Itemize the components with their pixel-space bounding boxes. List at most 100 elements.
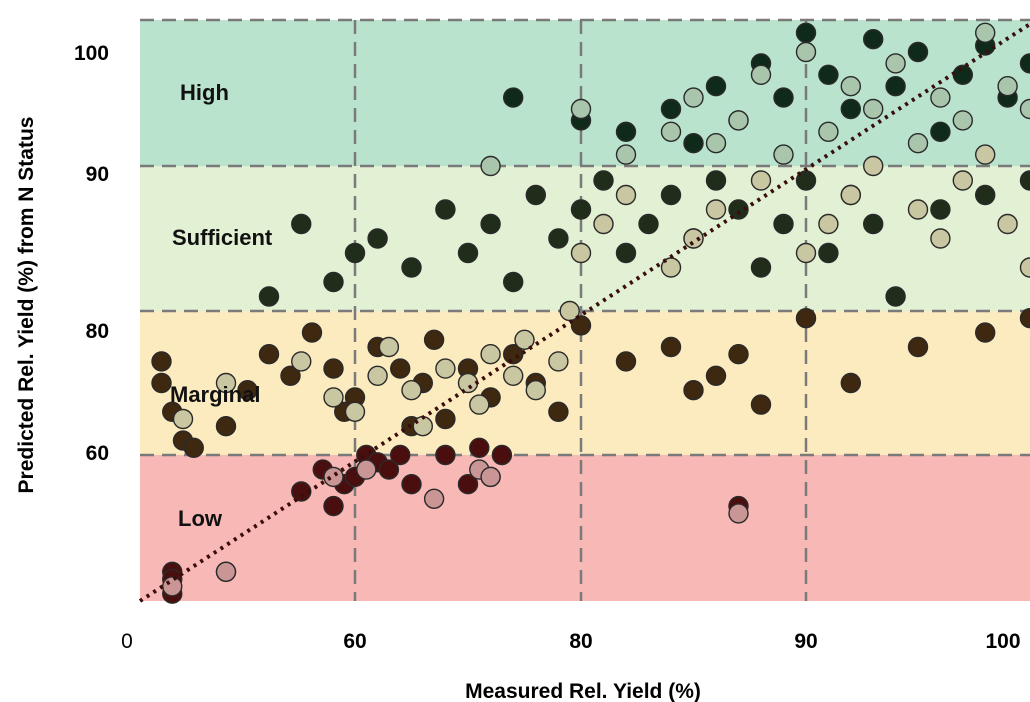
- data-point: [930, 121, 951, 143]
- data-point: [215, 372, 237, 394]
- data-point: [795, 242, 817, 264]
- data-point: [773, 87, 794, 108]
- data-point: [930, 228, 951, 249]
- data-point: [795, 22, 817, 43]
- data-point: [151, 351, 172, 372]
- data-point: [840, 184, 861, 206]
- data-point: [907, 132, 929, 154]
- data-point: [1019, 257, 1030, 278]
- data-point: [952, 170, 973, 191]
- zone-labels: High Sufficient Marginal Low: [170, 80, 273, 531]
- zone-label-marginal: Marginal: [170, 382, 260, 407]
- data-point: [818, 121, 839, 143]
- data-point: [1019, 308, 1030, 329]
- data-point: [997, 75, 1018, 97]
- data-point: [367, 228, 388, 249]
- data-point: [885, 286, 906, 307]
- data-point: [435, 199, 456, 220]
- data-point: [435, 408, 456, 430]
- x-tick-label: 60: [343, 630, 366, 653]
- data-point: [367, 365, 388, 386]
- data-point: [480, 466, 501, 488]
- data-point: [291, 213, 312, 235]
- data-point: [525, 380, 546, 401]
- data-point: [1019, 170, 1030, 191]
- data-point: [215, 561, 237, 582]
- data-point: [885, 75, 906, 97]
- data-point: [344, 401, 366, 422]
- data-point: [390, 444, 411, 466]
- data-point: [162, 576, 183, 597]
- data-point: [172, 408, 194, 430]
- data-point: [423, 329, 445, 350]
- data-point: [728, 199, 749, 220]
- data-point: [952, 110, 973, 131]
- data-point: [548, 351, 569, 372]
- data-point: [514, 329, 535, 350]
- data-point: [705, 170, 727, 191]
- data-point: [401, 474, 422, 495]
- one-to-one-line: [138, 22, 1030, 603]
- data-point: [183, 437, 204, 458]
- data-point: [503, 365, 524, 386]
- data-point: [525, 184, 546, 206]
- data-point: [469, 437, 490, 458]
- x-axis-ticks: 0 60 80 90 100: [121, 630, 1020, 653]
- data-point: [907, 336, 929, 358]
- data-point: [840, 75, 861, 97]
- data-point: [952, 64, 973, 86]
- data-point: [237, 380, 258, 401]
- data-point: [750, 64, 772, 86]
- data-point: [435, 358, 456, 379]
- y-tick-label: 90: [86, 163, 109, 186]
- data-point: [570, 315, 592, 336]
- data-point: [151, 372, 172, 394]
- data-point: [683, 380, 704, 401]
- data-point: [930, 87, 951, 108]
- data-point: [795, 41, 817, 63]
- data-point: [683, 132, 704, 154]
- x-tick-label: 0: [121, 630, 133, 653]
- data-point: [457, 372, 479, 394]
- data-point: [705, 199, 727, 220]
- data-point: [491, 444, 513, 466]
- data-point: [975, 22, 996, 43]
- data-point: [885, 53, 906, 74]
- y-tick-label: 60: [86, 442, 109, 465]
- data-point: [570, 199, 592, 220]
- y-tick-label: 80: [86, 320, 109, 343]
- data-point: [323, 495, 344, 517]
- data-point: [503, 344, 524, 365]
- x-axis-title: Measured Rel. Yield (%): [465, 680, 701, 702]
- data-point: [280, 365, 301, 386]
- data-point: [548, 228, 569, 249]
- data-point: [401, 257, 422, 278]
- data-point: [323, 358, 344, 379]
- data-point: [773, 144, 794, 165]
- data-point: [503, 87, 524, 108]
- data-point: [840, 98, 861, 120]
- data-point: [615, 351, 637, 372]
- data-point: [258, 286, 280, 307]
- data-point: [378, 336, 400, 358]
- data-point: [323, 271, 344, 293]
- zone-label-sufficient: Sufficient: [172, 225, 273, 250]
- data-point: [457, 242, 479, 264]
- data-point: [638, 213, 659, 235]
- data-point: [503, 271, 524, 293]
- data-point: [818, 64, 839, 86]
- data-point: [863, 98, 884, 120]
- data-point: [728, 503, 749, 524]
- x-tick-label: 80: [569, 630, 592, 653]
- data-point: [570, 98, 592, 120]
- x-tick-label: 90: [794, 630, 817, 653]
- data-point: [818, 213, 839, 235]
- data-point: [907, 41, 929, 63]
- data-point: [705, 365, 727, 386]
- zone-label-low: Low: [178, 506, 223, 531]
- data-point: [356, 459, 377, 480]
- data-point: [750, 257, 772, 278]
- data-point: [795, 308, 817, 329]
- data-point: [750, 394, 772, 415]
